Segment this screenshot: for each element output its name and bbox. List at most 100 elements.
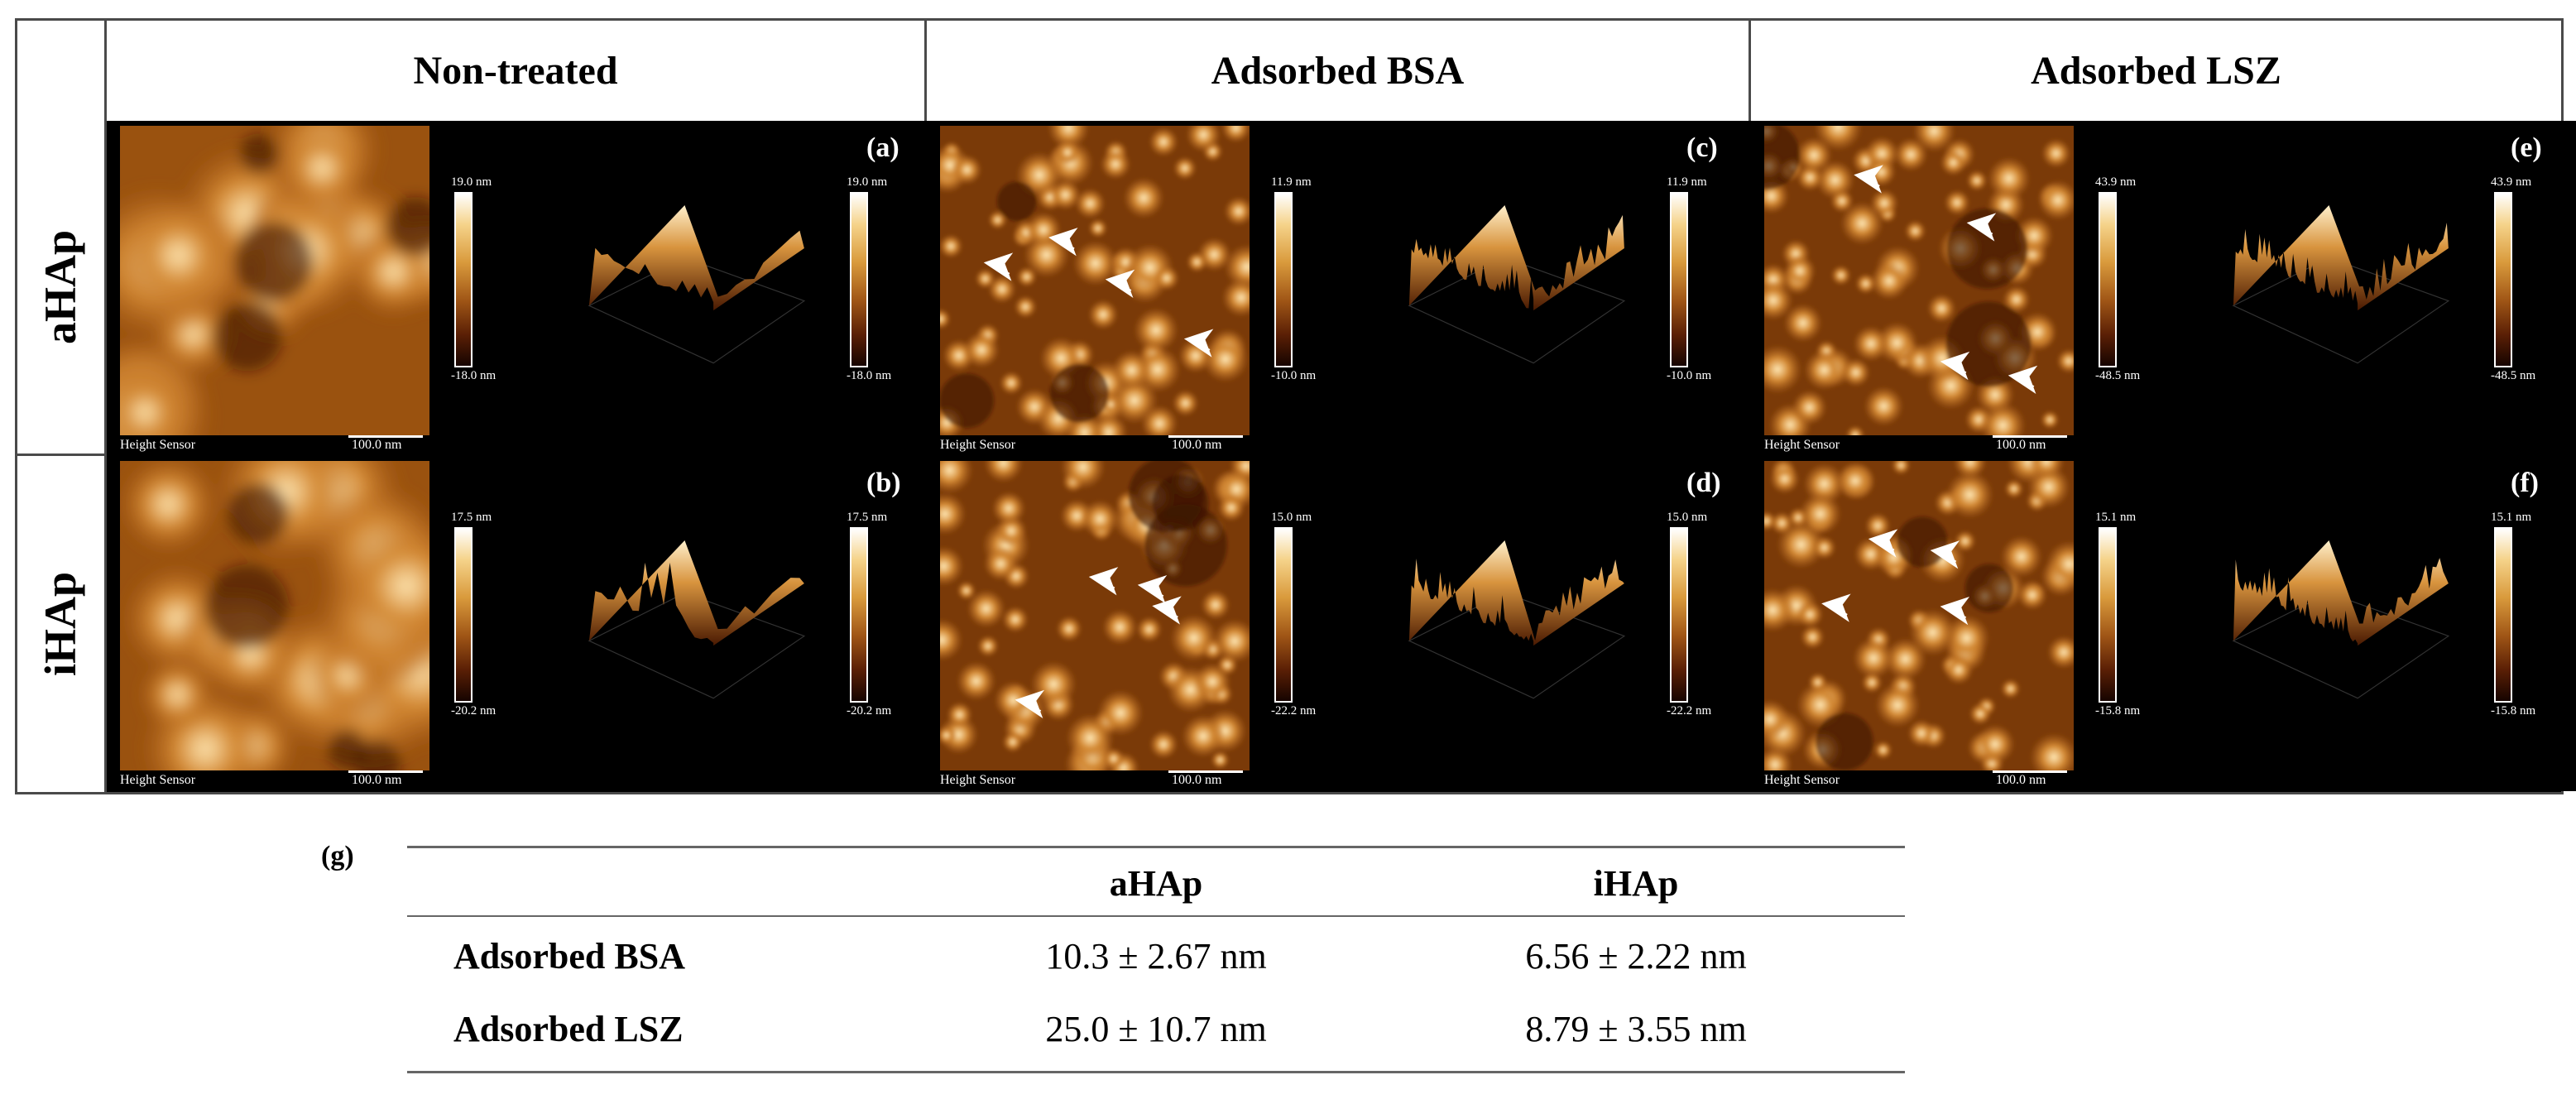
column-header-non-treated: Non-treated bbox=[104, 21, 924, 121]
afm-height-image bbox=[940, 126, 1250, 435]
colorbar-2d bbox=[1274, 527, 1293, 703]
colorbar-2d bbox=[454, 192, 473, 367]
afm-3d-view bbox=[570, 497, 818, 713]
row-header-ahap-label: aHAp bbox=[36, 229, 86, 345]
table-header-ihap: iHAp bbox=[1593, 863, 1679, 904]
afm-panel: Height Sensor 100.0 nm 15.0 nm -22.2 nm 15.0… bbox=[927, 456, 1753, 791]
colorbar-3d bbox=[2494, 192, 2512, 367]
afm-3d-view bbox=[570, 162, 818, 377]
panel-label-g: (g) bbox=[321, 841, 354, 871]
colorbar-2d-max-label: 43.9 nm bbox=[2095, 175, 2137, 189]
row-separator bbox=[17, 454, 107, 456]
column-header-adsorbed-bsa: Adsorbed BSA bbox=[924, 21, 1749, 121]
height-sensor-caption: Height Sensor bbox=[1764, 438, 1840, 452]
row-header-ihap-label: iHAp bbox=[36, 571, 86, 677]
colorbar-3d-max-label: 19.0 nm bbox=[847, 175, 888, 189]
scale-bar-label: 100.0 nm bbox=[1172, 773, 1222, 787]
afm-height-image bbox=[1764, 126, 2074, 435]
table-cell-bsa-ihap: 6.56 ± 2.22 nm bbox=[1525, 936, 1747, 977]
afm-panel: Height Sensor 100.0 nm 11.9 nm -10.0 nm 11.9… bbox=[927, 121, 1753, 456]
colorbar-3d-min-label: -22.2 nm bbox=[1667, 704, 1712, 717]
panel-label: (c) bbox=[1686, 132, 1718, 163]
height-sensor-caption: Height Sensor bbox=[940, 438, 1016, 452]
table-row-label-lsz: Adsorbed LSZ bbox=[453, 1009, 684, 1049]
colorbar-3d bbox=[1670, 527, 1688, 703]
colorbar-2d-min-label: -10.0 nm bbox=[1271, 369, 1317, 382]
colorbar-3d bbox=[850, 192, 868, 367]
scale-bar bbox=[348, 770, 423, 773]
afm-panel: Height Sensor 100.0 nm 19.0 nm -18.0 nm 19.0… bbox=[107, 121, 933, 456]
colorbar-3d-min-label: -18.0 nm bbox=[847, 369, 892, 382]
row-header-ahap: aHAp bbox=[17, 121, 107, 454]
table-cell-bsa-ahap: 10.3 ± 2.67 nm bbox=[1045, 936, 1267, 977]
scale-bar-label: 100.0 nm bbox=[1172, 438, 1222, 452]
column-header-row: Non-treated Adsorbed BSA Adsorbed LSZ bbox=[17, 21, 2561, 123]
table-header-rule bbox=[407, 915, 1905, 917]
afm-height-image bbox=[1764, 461, 2074, 770]
colorbar-2d bbox=[2099, 192, 2117, 367]
height-sensor-caption: Height Sensor bbox=[120, 773, 196, 787]
afm-3d-view bbox=[2214, 162, 2463, 377]
afm-panel: Height Sensor 100.0 nm 43.9 nm -48.5 nm 43.9… bbox=[1751, 121, 2576, 456]
panel-label: (b) bbox=[866, 468, 901, 498]
column-header-adsorbed-lsz: Adsorbed LSZ bbox=[1749, 21, 2561, 121]
panel-label: (f) bbox=[2511, 468, 2539, 498]
scale-bar-label: 100.0 nm bbox=[1996, 438, 2046, 452]
afm-panel: Height Sensor 100.0 nm 15.1 nm -15.8 nm 15.1… bbox=[1751, 456, 2576, 791]
afm-height-image bbox=[120, 126, 429, 435]
colorbar-2d-min-label: -15.8 nm bbox=[2095, 704, 2141, 717]
colorbar-3d bbox=[850, 527, 868, 703]
colorbar-3d bbox=[2494, 527, 2512, 703]
colorbar-2d-min-label: -48.5 nm bbox=[2095, 369, 2141, 382]
colorbar-2d bbox=[1274, 192, 1293, 367]
height-sensor-caption: Height Sensor bbox=[120, 438, 196, 452]
colorbar-2d-min-label: -22.2 nm bbox=[1271, 704, 1317, 717]
afm-height-image bbox=[940, 461, 1250, 770]
colorbar-2d bbox=[454, 527, 473, 703]
colorbar-2d-max-label: 15.0 nm bbox=[1271, 511, 1312, 524]
colorbar-3d-max-label: 17.5 nm bbox=[847, 511, 888, 524]
afm-image-grid: Non-treated Adsorbed BSA Adsorbed LSZ aH… bbox=[15, 18, 2576, 794]
afm-height-image bbox=[120, 461, 429, 770]
table-cell-lsz-ihap: 8.79 ± 3.55 nm bbox=[1525, 1009, 1747, 1049]
colorbar-2d-min-label: -18.0 nm bbox=[451, 369, 496, 382]
table-top-rule bbox=[407, 846, 1905, 848]
table-cell-lsz-ahap: 25.0 ± 10.7 nm bbox=[1045, 1009, 1267, 1049]
panel-label: (d) bbox=[1686, 468, 1721, 498]
scale-bar bbox=[348, 435, 423, 438]
colorbar-2d-min-label: -20.2 nm bbox=[451, 704, 496, 717]
row-header-ihap: iHAp bbox=[17, 456, 107, 792]
afm-panel: Height Sensor 100.0 nm 17.5 nm -20.2 nm 17.5… bbox=[107, 456, 933, 791]
scale-bar bbox=[1168, 770, 1243, 773]
scale-bar bbox=[1168, 435, 1243, 438]
colorbar-3d bbox=[1670, 192, 1688, 367]
table-row-label-bsa: Adsorbed BSA bbox=[453, 936, 685, 977]
colorbar-3d-max-label: 11.9 nm bbox=[1667, 175, 1707, 189]
panel-label: (e) bbox=[2511, 132, 2542, 163]
scale-bar-label: 100.0 nm bbox=[1996, 773, 2046, 787]
height-sensor-caption: Height Sensor bbox=[1764, 773, 1840, 787]
scale-bar-label: 100.0 nm bbox=[352, 773, 402, 787]
colorbar-3d-max-label: 43.9 nm bbox=[2491, 175, 2532, 189]
scale-bar bbox=[1993, 770, 2067, 773]
table-bottom-rule bbox=[407, 1071, 1905, 1073]
afm-3d-view bbox=[1390, 162, 1638, 377]
afm-3d-view bbox=[2214, 497, 2463, 713]
colorbar-3d-min-label: -10.0 nm bbox=[1667, 369, 1712, 382]
colorbar-3d-max-label: 15.0 nm bbox=[1667, 511, 1708, 524]
colorbar-2d-max-label: 19.0 nm bbox=[451, 175, 492, 189]
colorbar-3d-min-label: -15.8 nm bbox=[2491, 704, 2536, 717]
panel-label: (a) bbox=[866, 132, 899, 163]
colorbar-3d-max-label: 15.1 nm bbox=[2491, 511, 2532, 524]
colorbar-3d-min-label: -20.2 nm bbox=[847, 704, 892, 717]
table-header-ahap: aHAp bbox=[1109, 863, 1203, 904]
colorbar-2d-max-label: 17.5 nm bbox=[451, 511, 492, 524]
afm-3d-view bbox=[1390, 497, 1638, 713]
colorbar-2d bbox=[2099, 527, 2117, 703]
scale-bar-label: 100.0 nm bbox=[352, 438, 402, 452]
colorbar-3d-min-label: -48.5 nm bbox=[2491, 369, 2536, 382]
height-sensor-caption: Height Sensor bbox=[940, 773, 1016, 787]
scale-bar bbox=[1993, 435, 2067, 438]
colorbar-2d-max-label: 11.9 nm bbox=[1271, 175, 1312, 189]
colorbar-2d-max-label: 15.1 nm bbox=[2095, 511, 2137, 524]
